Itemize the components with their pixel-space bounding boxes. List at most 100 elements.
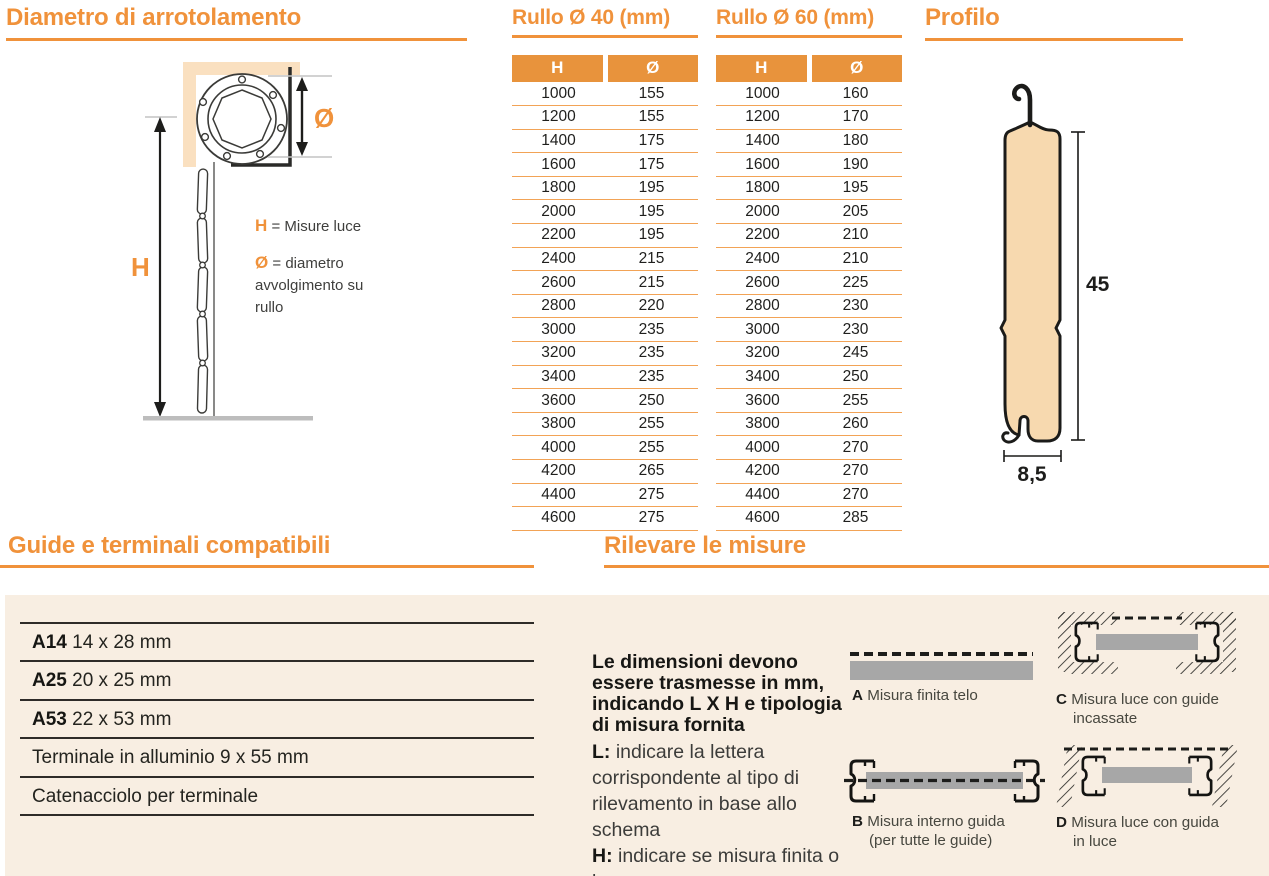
guide-list-item: Catenacciolo per terminale xyxy=(20,775,534,816)
table-rullo-40-underline xyxy=(512,35,698,38)
profile-width-label: 8,5 xyxy=(1017,463,1047,484)
table-row: 3200 235 xyxy=(512,342,698,366)
table-cell: 2000 xyxy=(541,202,576,220)
table-cell: 2600 xyxy=(745,273,780,291)
section-title-diametro: Diametro di arrotolamento xyxy=(6,4,302,31)
guide-code: A25 xyxy=(32,670,67,692)
diagram-a-dashed-line xyxy=(850,652,1033,656)
guide-text: Terminale in alluminio 9 x 55 mm xyxy=(32,747,309,769)
table-row: 2200 210 xyxy=(716,224,902,248)
table-cell: 255 xyxy=(638,415,665,433)
roll-diameter-diagram: Ø H xyxy=(131,62,334,421)
table-cell: 3800 xyxy=(745,415,780,433)
legend-h-line: H = Misure luce xyxy=(255,214,373,238)
table-cell: 3000 xyxy=(745,320,780,338)
floor-line xyxy=(143,416,313,421)
table-cell: 1200 xyxy=(541,108,576,126)
measure-instructions: Le dimensioni devono essere trasmesse in… xyxy=(592,651,844,876)
legend-h-text: = Misure luce xyxy=(271,218,362,235)
guide-text: Catenacciolo per terminale xyxy=(32,785,259,807)
table-cell: 2400 xyxy=(541,249,576,267)
column-header-d: Ø xyxy=(607,54,698,82)
table-rullo-60-header: H Ø xyxy=(716,54,902,82)
diameter-dimension: Ø xyxy=(268,75,334,158)
table-row: 4600 285 xyxy=(716,507,902,531)
rilevare-title-underline xyxy=(604,565,1269,568)
diagram-b-drawing xyxy=(844,759,1045,803)
table-rullo-40-body: 1000 155 1200 155 1400 175 1600 175 1800 195 2000 1… xyxy=(512,83,698,531)
diagram-b-text: Misura interno guida xyxy=(867,813,1005,830)
table-cell: 3600 xyxy=(745,391,780,409)
table-cell: 210 xyxy=(842,249,869,267)
guide-list-item: A14 14 x 28 mm xyxy=(20,622,534,660)
table-row: 1200 155 xyxy=(512,106,698,130)
table-row: 4400 270 xyxy=(716,484,902,508)
guide-title-underline xyxy=(0,565,534,568)
table-cell: 230 xyxy=(842,297,869,315)
table-cell: 4000 xyxy=(541,438,576,456)
table-cell: 3400 xyxy=(541,367,576,385)
table-row: 1600 190 xyxy=(716,153,902,177)
table-rullo-60-underline xyxy=(716,35,902,38)
table-row: 1600 175 xyxy=(512,153,698,177)
profile-height-label: 45 xyxy=(1086,273,1110,296)
table-row: 3600 255 xyxy=(716,389,902,413)
table-row: 3400 235 xyxy=(512,366,698,390)
table-row: 2800 220 xyxy=(512,295,698,319)
diagram-a-letter: A xyxy=(852,687,863,704)
guide-terminal-list: A14 14 x 28 mm A25 20 x 25 mm A53 22 x 53 … xyxy=(20,622,534,816)
guide-text: 20 x 25 mm xyxy=(72,670,172,692)
table-cell: 3200 xyxy=(541,344,576,362)
table-row: 1800 195 xyxy=(716,177,902,201)
table-cell: 205 xyxy=(842,202,869,220)
diagram-d-text2: in luce xyxy=(1073,833,1117,850)
table-cell: 230 xyxy=(842,320,869,338)
table-row: 4200 265 xyxy=(512,460,698,484)
table-cell: 215 xyxy=(638,249,665,267)
table-cell: 2800 xyxy=(745,297,780,315)
profile-top-hook xyxy=(1012,83,1033,128)
table-cell: 1200 xyxy=(745,108,780,126)
table-row: 2600 225 xyxy=(716,271,902,295)
guide-code: A14 xyxy=(32,632,67,653)
table-cell: 3800 xyxy=(541,415,576,433)
table-cell: 195 xyxy=(638,179,665,197)
coil-ring xyxy=(196,73,288,165)
table-cell: 195 xyxy=(638,202,665,220)
diametro-title-underline xyxy=(6,38,467,41)
table-cell: 270 xyxy=(842,462,869,480)
diagram-legend: H = Misure luce Ø = diametro avvolgiment… xyxy=(255,214,373,318)
guide-text: 14 x 28 mm xyxy=(72,632,172,653)
table-row: 4600 275 xyxy=(512,507,698,531)
table-cell: 235 xyxy=(638,367,665,385)
table-row: 1200 170 xyxy=(716,106,902,130)
table-cell: 235 xyxy=(638,344,665,362)
table-cell: 275 xyxy=(638,509,665,527)
table-cell: 1800 xyxy=(745,179,780,197)
table-cell: 255 xyxy=(638,438,665,456)
table-row: 3800 260 xyxy=(716,413,902,437)
table-rullo-60-body: 1000 160 1200 170 1400 180 1600 190 1800 195 2000 2… xyxy=(716,83,902,531)
diagram-d-letter: D xyxy=(1056,814,1067,831)
table-cell: 210 xyxy=(842,226,869,244)
table-cell: 3400 xyxy=(745,367,780,385)
section-title-profilo: Profilo xyxy=(925,4,1000,31)
table-cell: 2200 xyxy=(541,226,576,244)
table-cell: 2000 xyxy=(745,202,780,220)
table-cell: 1400 xyxy=(541,131,576,149)
profile-body xyxy=(999,120,1062,443)
legend-d-text: = diametro avvolgimento su rullo xyxy=(255,255,364,316)
table-cell: 250 xyxy=(638,391,665,409)
profile-bottom-hook xyxy=(1001,431,1021,444)
table-cell: 2600 xyxy=(541,273,576,291)
measure-h-text: indicare se misura finita o luce xyxy=(592,844,840,876)
table-row: 3200 245 xyxy=(716,342,902,366)
table-row: 1000 160 xyxy=(716,83,902,107)
curtain-slats xyxy=(196,162,215,416)
table-cell: 2400 xyxy=(745,249,780,267)
table-row: 3600 250 xyxy=(512,389,698,413)
table-row: 3400 250 xyxy=(716,366,902,390)
profile-drawing: 45 8,5 xyxy=(999,83,1110,484)
measure-l-text: indicare la lettera corrispondente al ti… xyxy=(592,741,800,841)
